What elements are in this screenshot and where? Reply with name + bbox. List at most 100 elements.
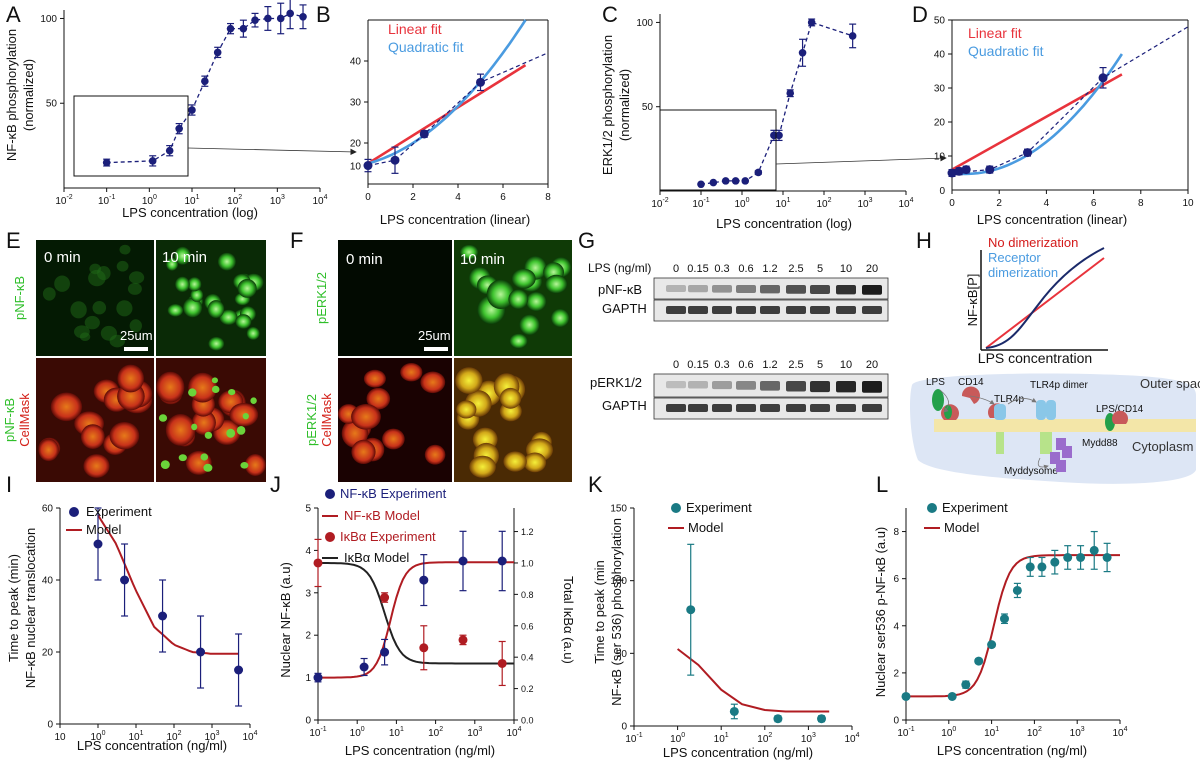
cell (42, 287, 56, 301)
panel-d-ytick-label: 40 (934, 50, 946, 61)
panel-a-data-point (299, 12, 307, 21)
cell (237, 279, 257, 298)
cell (204, 431, 213, 439)
cell (165, 414, 196, 446)
cell (240, 462, 249, 469)
panel-c-data-point (741, 177, 750, 185)
panel-letter-J: J (270, 472, 281, 497)
panel-j-right-tick-label: 0.2 (521, 684, 534, 694)
panel-g-conc-label: 0 (673, 359, 679, 371)
panel-d-data-point (1023, 148, 1033, 158)
panel-g-band-gapth-2 (836, 404, 856, 412)
cell (508, 289, 529, 310)
panel-a-ytick-label: 100 (40, 14, 57, 25)
panel-g-conc-label: 20 (866, 359, 878, 371)
panel-g-conc-label: 0.15 (687, 263, 708, 275)
cell (109, 422, 140, 450)
panel-g-conc-label: 0.6 (738, 359, 753, 371)
panel-c-xtick-label: 10-1 (692, 197, 709, 210)
panel-i-legend-model: Model (86, 522, 122, 537)
panel-g-band-gapth-2 (712, 404, 732, 412)
panel-e-scalebar-label: 25um (120, 328, 153, 343)
panel-l-legend-exp: Experiment (942, 500, 1008, 515)
panel-g-band-gapth-1 (688, 306, 708, 314)
chart-k: 0 50 100 150 10-1 100 101 102 103 104 (610, 504, 859, 746)
panel-e-images: 0 min 10 min 25um pNF-κB pNF-κB CellMask (2, 240, 266, 482)
panel-c-xtick-label: 103 (857, 197, 872, 210)
cell (363, 369, 386, 388)
panel-b-linear-fit (367, 63, 527, 165)
cell (519, 314, 540, 336)
cell (526, 291, 547, 312)
panel-letter-L: L (876, 472, 888, 497)
panel-letter-A: A (6, 2, 21, 27)
panel-h-arrow-3 (1007, 397, 1037, 405)
panel-a-ylabel-1: NF-κB phosphorylation (4, 29, 19, 161)
panel-j-legend-3: IκBα Experiment (340, 529, 436, 544)
panel-a-xlabel: LPS concentration (log) (122, 205, 258, 220)
cell (38, 438, 59, 462)
panel-h-lps-cd14: LPS/CD14 (1096, 404, 1144, 415)
panel-a-data-point (251, 16, 259, 24)
panel-b-xtick-label: 4 (455, 192, 461, 203)
panel-l-xtick-label: 101 (984, 726, 999, 739)
panel-i-data-point (93, 539, 103, 549)
panel-d-legend-linear: Linear fit (968, 25, 1022, 41)
panel-f-scalebar (424, 347, 448, 351)
cell (250, 397, 257, 405)
panel-h-myd-4 (1056, 460, 1066, 472)
cell (160, 460, 170, 469)
panel-k-xtick-label: 100 (670, 732, 685, 745)
panel-a-xtick-label: 10-1 (98, 194, 115, 207)
cell (503, 451, 527, 472)
panel-a-data-point (276, 14, 285, 23)
panel-c-xtick-label: 101 (775, 197, 790, 210)
panel-k-xtick-label: 102 (757, 732, 772, 745)
cell (219, 309, 238, 325)
panel-g-band-pnfkb (786, 285, 806, 294)
panel-d-data-point (947, 168, 957, 178)
cell (235, 314, 252, 329)
cell (80, 424, 105, 449)
panel-h-lps: LPS (926, 377, 945, 388)
panel-k-ylabel-2: NF-κB (ser 536) phosphorylation (609, 518, 624, 706)
panel-f-label-bottom-red: CellMask (319, 393, 334, 447)
cell (156, 371, 185, 403)
panel-l-xtick-label: 103 (1070, 726, 1085, 739)
panel-g-conc-label: 0.15 (687, 359, 708, 371)
panel-h-lps-molecule (932, 389, 944, 411)
cell (129, 271, 145, 284)
cell (127, 282, 142, 295)
chart-b: 20 30 40 0 2 4 6 8 10 (350, 19, 551, 203)
panel-h-myd-2 (1062, 446, 1072, 458)
cell (188, 388, 197, 397)
panel-h-cytoplasm: Cytoplasm (1132, 439, 1193, 454)
panel-j-xtick-label: 100 (350, 726, 365, 739)
panel-e-label-bottom-red: CellMask (17, 393, 32, 447)
panel-j-ylabel-left: Nuclear NF-κB (a.u) (278, 562, 293, 678)
panel-j-legend-2: NF-κB Model (344, 508, 420, 523)
panel-g-band-pnfkb (862, 285, 882, 295)
panel-g-band-gapth-2 (688, 404, 708, 412)
cell (175, 276, 190, 292)
panel-g-band-gapth-2 (666, 404, 686, 412)
panel-d-xtick-label: 0 (949, 198, 955, 209)
panel-c-data-point (754, 168, 763, 177)
panel-j-ytick-label: 0 (305, 716, 311, 727)
panel-i-ylabel-2: NF-κB nuclear translocation (23, 528, 38, 688)
panel-h-xlabel: LPS concentration (978, 350, 1092, 366)
panel-j-xtick-label: 102 (428, 726, 443, 739)
cell (228, 389, 236, 396)
panel-j-ikba-point (497, 658, 507, 668)
panel-b-xtick-label: 6 (500, 192, 506, 203)
cell (400, 363, 423, 382)
panel-h-mydd88: Mydd88 (1082, 438, 1118, 449)
panel-l-data-point (1076, 552, 1086, 562)
panel-f-label-top: pERK1/2 (314, 272, 329, 324)
panel-d-xtick-label: 8 (1138, 198, 1144, 209)
panel-j-ylabel-right: Total IκBα (a.u) (561, 576, 576, 664)
panel-h-legend-2: Receptor (988, 250, 1041, 265)
panel-j-ytick-label: 5 (305, 504, 311, 515)
panel-i-xtick-label: 104 (242, 730, 257, 743)
panel-g-conc-label: 1.2 (762, 359, 777, 371)
